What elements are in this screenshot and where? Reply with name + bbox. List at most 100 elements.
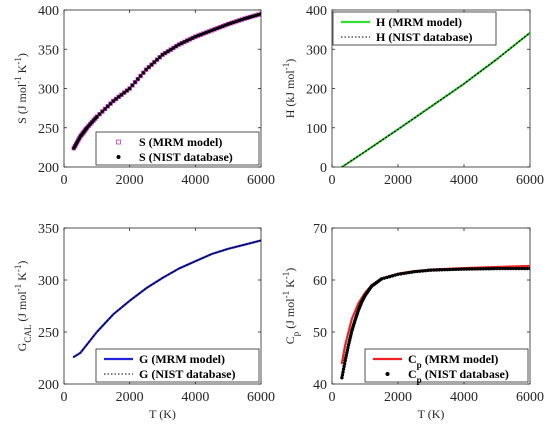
series-2-marker [188, 37, 192, 42]
series-2-marker [100, 109, 105, 114]
y-axis-label: GCAL (J mol-1 K-1) [13, 261, 33, 352]
series-2-marker [174, 44, 178, 48]
series-2-marker [237, 18, 241, 23]
series-2-marker [138, 74, 143, 78]
series-2-marker [204, 30, 208, 35]
series-1-marker [100, 109, 105, 114]
x-tick-label: 6000 [247, 173, 275, 188]
series-1-line [340, 31, 530, 167]
series-2-marker [345, 351, 349, 355]
series-2-marker [207, 29, 211, 34]
series-2-marker [495, 266, 499, 271]
series-2-marker [385, 275, 389, 280]
series-2-marker [346, 345, 350, 350]
series-2-marker [478, 267, 483, 271]
series-2-marker [341, 370, 345, 374]
series-2-marker [500, 266, 505, 271]
series-1-marker [127, 86, 132, 91]
series-2-marker [388, 274, 392, 279]
series-2-marker [345, 348, 350, 352]
series-2-marker [163, 51, 167, 55]
chart-panel-4: 0 2000 4000 6000 40 50 60 70 T (K) Cp (J mol-1 K-… [281, 222, 544, 421]
series-2-marker [514, 266, 518, 271]
series-2-marker [429, 268, 433, 272]
series-2-marker [179, 41, 184, 45]
y-tick-label: 40 [313, 378, 327, 393]
x-tick-label: 2000 [384, 390, 412, 405]
chart-panel-2: 0 2000 4000 6000 0 100 200 300 400 H (kJ mol-1) H … [281, 4, 544, 188]
series-1-marker [141, 70, 146, 75]
series-2-marker [489, 266, 494, 271]
legend: G (MRM model)G (NIST database) [95, 348, 260, 383]
x-tick-label: 6000 [247, 390, 275, 405]
y-tick-label: 350 [38, 222, 59, 237]
series-2-marker [248, 15, 252, 19]
y-tick-label: 200 [38, 378, 59, 393]
y-tick-label: 300 [38, 274, 59, 289]
y-tick-label: 350 [38, 43, 59, 58]
series-1-marker [130, 83, 135, 88]
plot-area [340, 264, 530, 380]
series-2-marker [421, 269, 425, 273]
series-2-marker [426, 268, 430, 273]
series-2-marker [423, 268, 428, 273]
y-tick-label: 60 [313, 274, 327, 289]
x-tick-label: 2000 [116, 390, 144, 405]
series-2-marker [190, 36, 195, 40]
series-2-marker [182, 40, 187, 44]
series-2-marker [401, 271, 406, 276]
series-2-marker [520, 266, 524, 271]
series-2-marker [117, 95, 121, 99]
series-2-marker [473, 267, 477, 271]
x-tick-label: 0 [61, 390, 68, 405]
x-tick-label: 4000 [450, 173, 478, 188]
series-2-marker [231, 20, 236, 24]
series-2-marker [528, 266, 530, 271]
y-tick-label: 200 [38, 161, 59, 176]
legend-label-2: G (NIST database) [139, 367, 235, 381]
series-2-marker [160, 53, 165, 57]
series-2-marker [344, 353, 348, 358]
series-2-marker [256, 13, 260, 17]
legend-label-1: G (MRM model) [139, 352, 225, 366]
y-tick-label: 250 [38, 326, 59, 341]
series-2-marker [114, 97, 118, 101]
series-2-marker [448, 267, 452, 272]
legend-marker-2 [116, 155, 121, 159]
x-tick-label: 0 [329, 390, 336, 405]
series-2-marker [136, 77, 140, 81]
series-2-marker [158, 55, 162, 59]
series-2-marker [456, 267, 461, 271]
series-2-marker [169, 47, 173, 52]
legend-box [364, 348, 529, 383]
y-tick-label: 300 [306, 43, 327, 58]
series-2-marker [185, 38, 189, 43]
chart-panel-3: 0 2000 4000 6000 200 250 300 350 T (K) GCAL (J mo… [13, 222, 275, 421]
series-2-marker [451, 267, 455, 272]
series-2-marker [210, 28, 214, 33]
series-2-marker [95, 115, 99, 119]
series-2-marker [177, 42, 181, 47]
series-2-marker [459, 267, 463, 271]
x-axis-label: T (K) [418, 407, 445, 421]
series-2-marker [342, 364, 346, 369]
series-2-marker [201, 31, 206, 36]
series-2-marker [147, 65, 151, 69]
y-axis-label: S (J mol-1 K-1) [13, 53, 29, 124]
series-2-line [341, 32, 530, 167]
y-axis-label: Cp (J mol-1 K-1) [281, 268, 301, 345]
plot-area [71, 11, 261, 151]
y-tick-label: 100 [306, 122, 327, 137]
series-2-marker [220, 24, 225, 28]
series-2-marker [103, 107, 107, 111]
series-1-marker [132, 80, 138, 85]
series-2-marker [226, 22, 230, 26]
series-2-marker [223, 23, 228, 27]
series-1-marker [138, 73, 143, 79]
chart-panel-1: 0 2000 4000 6000 200 250 300 350 400 S (J mol-1 K… [13, 4, 275, 188]
plot-area [72, 239, 261, 359]
y-tick-label: 250 [38, 122, 59, 137]
series-2-marker [133, 80, 137, 84]
series-2-marker [344, 356, 348, 360]
series-2-marker [152, 60, 156, 64]
